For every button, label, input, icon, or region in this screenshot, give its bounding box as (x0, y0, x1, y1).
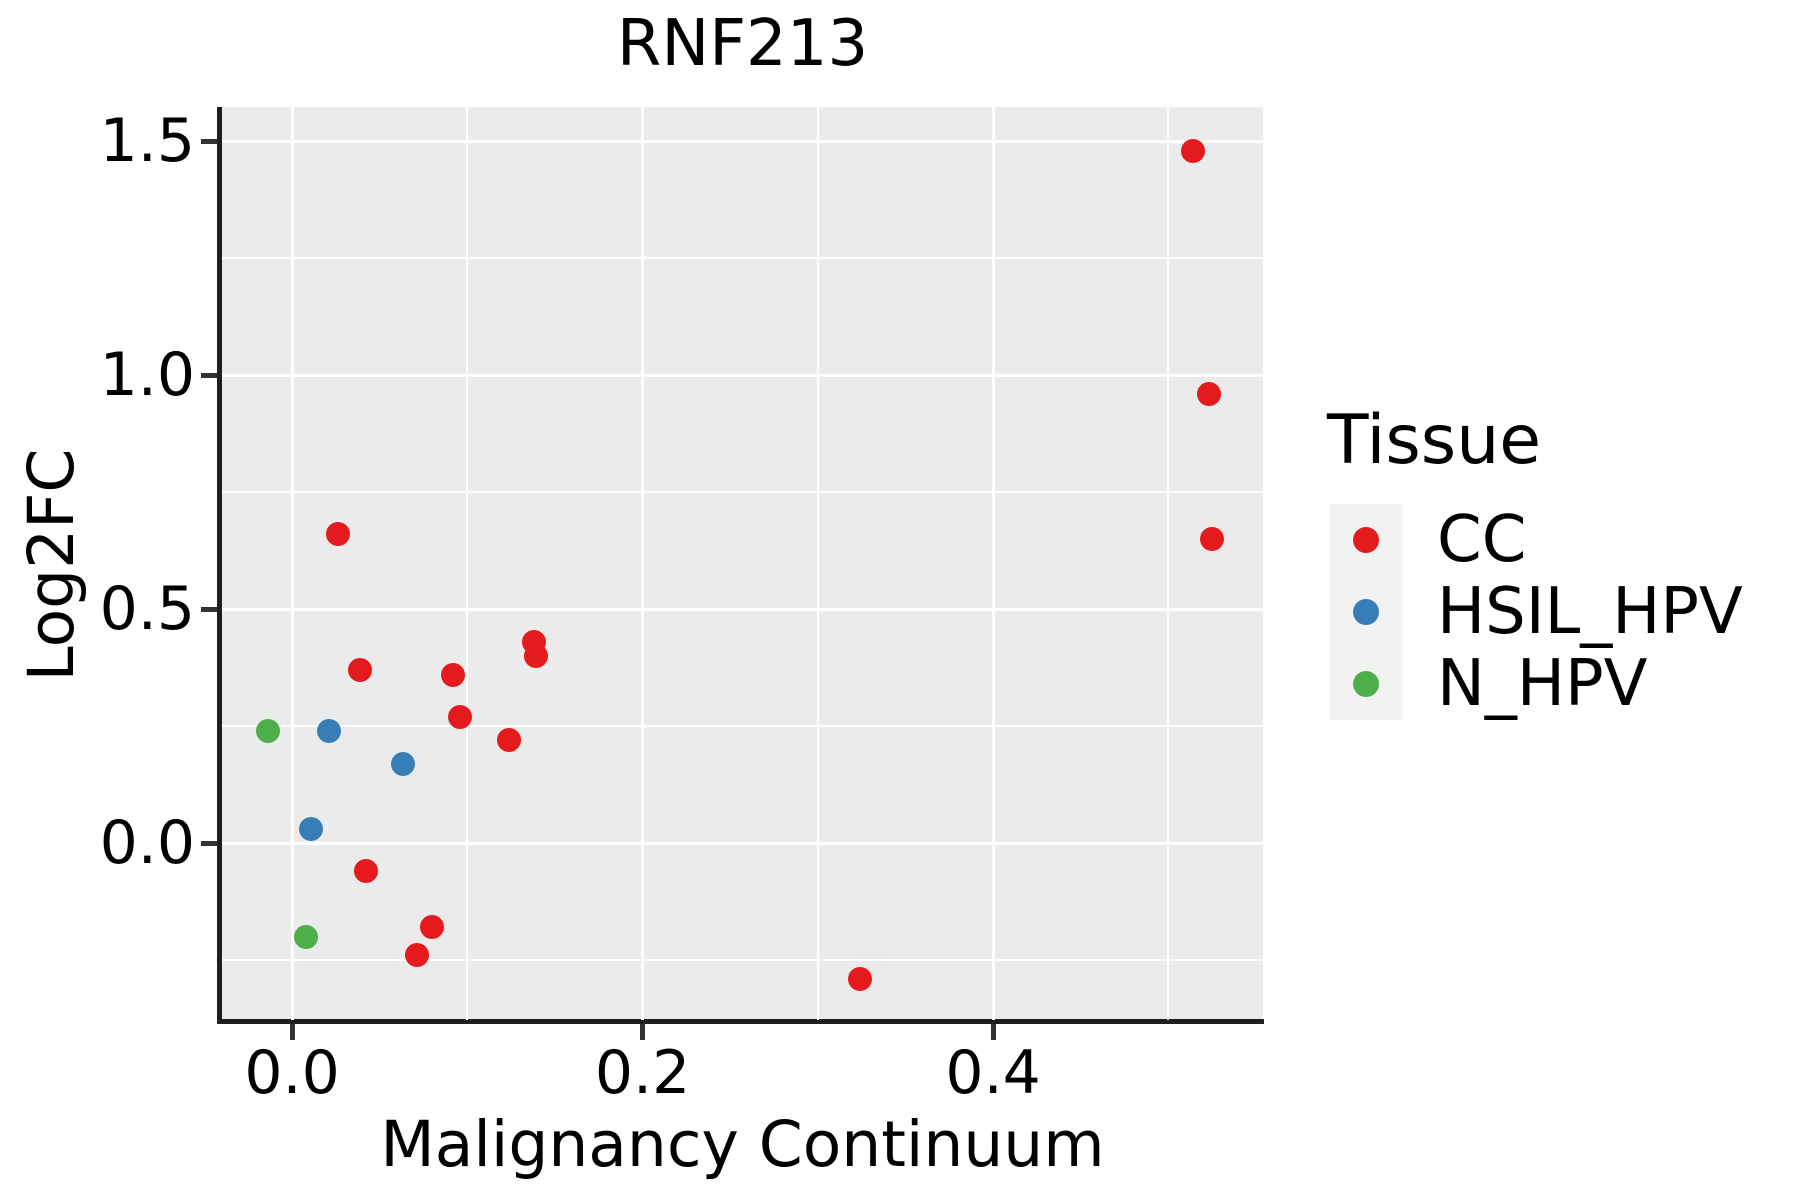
x-minor-gridline (816, 107, 819, 1020)
data-point-N_HPV (255, 718, 280, 743)
data-point-CC (404, 943, 429, 968)
y-major-gridline (222, 841, 1263, 845)
legend-dot-HSIL_HPV (1353, 599, 1379, 625)
x-major-gridline (290, 107, 294, 1020)
y-minor-gridline (222, 959, 1263, 962)
chart-title: RNF213 (616, 7, 869, 81)
x-minor-gridline (1167, 107, 1170, 1020)
legend-label: N_HPV (1437, 647, 1648, 721)
x-tick-label: 0.2 (594, 1038, 691, 1108)
x-tick-label: 0.4 (945, 1038, 1041, 1108)
data-point-CC (497, 728, 522, 753)
legend-key (1330, 504, 1403, 576)
legend-dot-CC (1353, 527, 1379, 553)
data-point-HSIL_HPV (316, 718, 341, 743)
y-minor-gridline (222, 257, 1263, 260)
x-tick-mark (990, 1024, 996, 1040)
legend-title: Tissue (1327, 401, 1542, 480)
y-tick-mark (201, 606, 217, 612)
plot-panel (222, 107, 1263, 1020)
x-tick-label: 0.0 (244, 1038, 340, 1108)
x-minor-gridline (466, 107, 469, 1020)
y-major-gridline (222, 373, 1263, 377)
data-point-CC (353, 859, 378, 884)
data-point-CC (523, 643, 548, 668)
y-tick-label: 0.5 (99, 574, 195, 645)
y-tick-label: 0.0 (99, 808, 195, 879)
data-point-HSIL_HPV (390, 751, 415, 776)
y-tick-mark (201, 840, 217, 846)
x-major-gridline (641, 107, 645, 1020)
data-point-CC (448, 704, 473, 729)
data-point-CC (847, 966, 872, 991)
data-point-N_HPV (294, 924, 319, 949)
legend-key (1330, 576, 1403, 648)
y-minor-gridline (222, 725, 1263, 728)
x-tick-mark (640, 1024, 646, 1040)
data-point-CC (1180, 138, 1205, 163)
y-tick-label: 1.5 (99, 106, 195, 177)
x-tick-mark (289, 1024, 295, 1040)
x-major-gridline (991, 107, 995, 1020)
y-tick-mark (201, 372, 217, 378)
legend-label: CC (1437, 503, 1527, 577)
y-minor-gridline (222, 491, 1263, 494)
legend-key (1330, 648, 1403, 720)
x-axis-label: Malignancy Continuum (380, 1108, 1105, 1181)
y-tick-mark (201, 138, 217, 144)
y-major-gridline (222, 139, 1263, 143)
data-point-CC (420, 915, 445, 940)
data-point-HSIL_HPV (299, 817, 324, 842)
data-point-CC (1196, 381, 1221, 406)
x-axis-line (217, 1019, 1264, 1024)
legend-dot-N_HPV (1353, 671, 1379, 697)
data-point-CC (325, 522, 350, 547)
data-point-CC (348, 657, 373, 682)
data-point-CC (1200, 526, 1225, 551)
y-tick-label: 1.0 (99, 340, 195, 411)
y-axis-label: Log2FC (15, 448, 88, 682)
y-major-gridline (222, 607, 1263, 611)
legend-label: HSIL_HPV (1437, 575, 1743, 649)
y-axis-line (217, 107, 222, 1024)
data-point-CC (441, 662, 466, 687)
